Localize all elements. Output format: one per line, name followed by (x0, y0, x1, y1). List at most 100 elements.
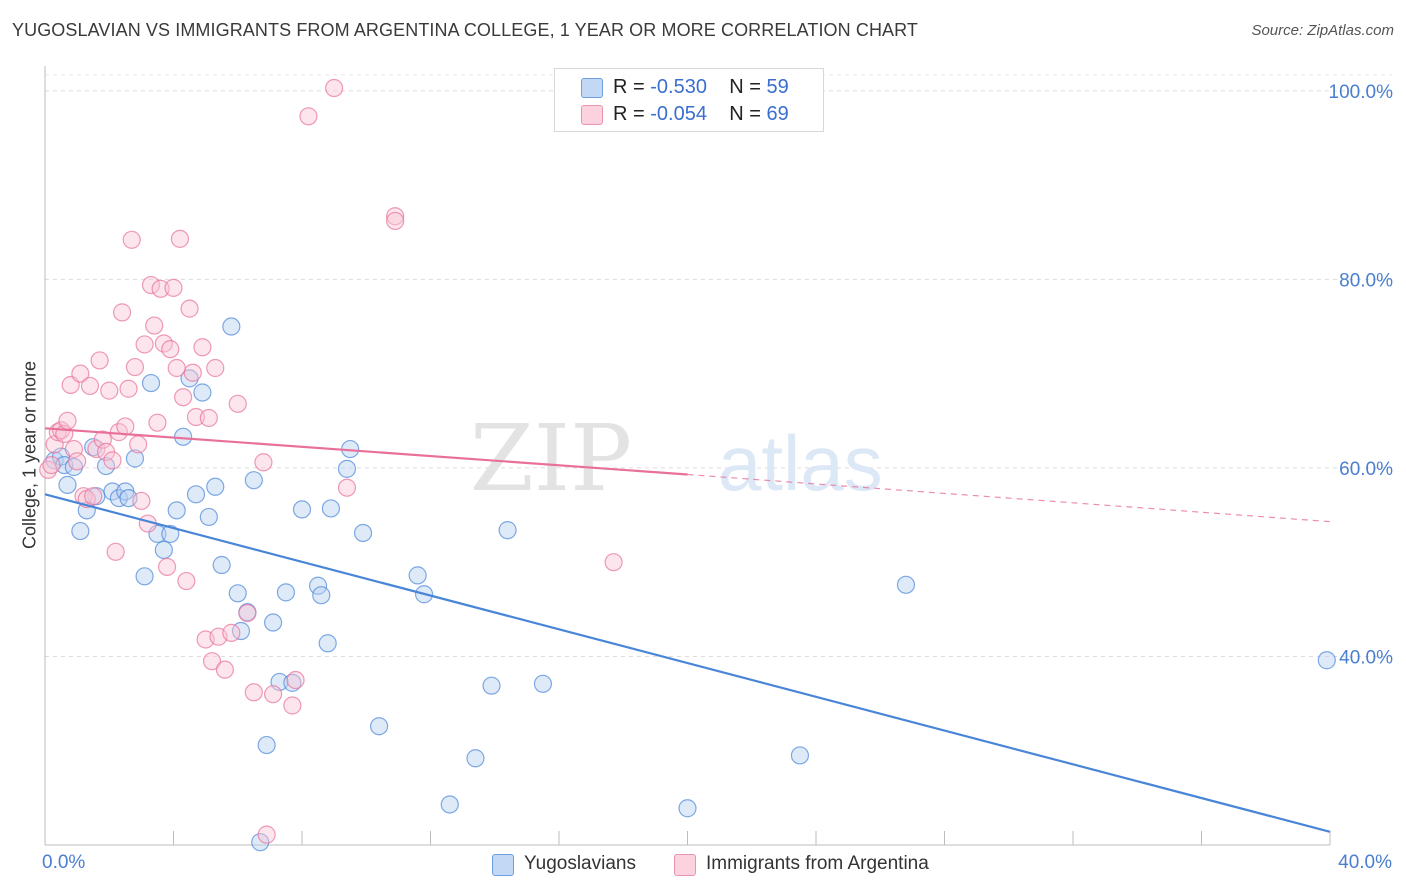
point-argentina (254, 453, 273, 472)
point-argentina (148, 413, 167, 432)
y-tick-label: 80.0% (1339, 270, 1393, 291)
point-argentina (177, 571, 196, 591)
point-yugoslavians (896, 575, 916, 594)
point-yugoslavians (678, 799, 697, 818)
point-argentina (186, 407, 206, 427)
series-legend: Yugoslavians Immigrants from Argentina (0, 852, 1406, 878)
legend-swatch-pink (581, 105, 603, 125)
point-yugoslavians (321, 499, 341, 518)
point-argentina (132, 491, 151, 511)
point-yugoslavians (440, 795, 459, 814)
point-yugoslavians (64, 457, 84, 477)
r-value: -0.530 (650, 76, 707, 98)
point-argentina (222, 623, 241, 642)
point-yugoslavians (167, 501, 186, 520)
point-yugoslavians (533, 674, 553, 693)
point-yugoslavians (276, 583, 296, 602)
point-argentina (157, 557, 177, 577)
y-axis-label: College, 1 year or more (19, 360, 40, 550)
y-tick-label: 100.0% (1329, 82, 1394, 103)
data-points (39, 78, 1336, 852)
point-argentina (325, 78, 344, 98)
watermark-atlas: atlas (718, 419, 883, 507)
source-credit: Source: ZipAtlas.com (1251, 22, 1394, 39)
point-argentina (58, 411, 77, 430)
point-argentina (164, 278, 183, 297)
point-argentina (135, 335, 154, 354)
point-yugoslavians (283, 673, 302, 692)
point-yugoslavians (292, 500, 312, 519)
legend-swatch-blue (581, 78, 603, 98)
point-argentina (103, 451, 122, 470)
point-yugoslavians (199, 507, 218, 527)
point-yugoslavians (790, 746, 810, 765)
point-yugoslavians (244, 471, 263, 490)
point-argentina (122, 230, 141, 249)
point-argentina (215, 660, 234, 679)
point-yugoslavians (135, 567, 154, 586)
point-argentina (386, 211, 405, 231)
point-argentina (145, 316, 164, 335)
point-yugoslavians (370, 717, 389, 736)
point-argentina (119, 379, 138, 398)
point-argentina (100, 381, 119, 400)
r-label: R = (613, 103, 651, 125)
point-argentina (68, 452, 87, 471)
x-tick-label-max: 40.0% (1338, 852, 1392, 873)
point-argentina (141, 275, 161, 295)
axes (44, 66, 1331, 846)
n-label: N = (729, 103, 767, 125)
point-yugoslavians (161, 524, 180, 544)
point-argentina (244, 683, 263, 702)
y-tick-label: 60.0% (1339, 459, 1393, 480)
point-argentina (112, 303, 132, 322)
point-yugoslavians (228, 584, 247, 603)
point-argentina (180, 299, 199, 318)
y-tick-label: 40.0% (1339, 647, 1393, 668)
point-yugoslavians (103, 482, 122, 501)
point-argentina (257, 825, 276, 844)
n-label: N = (729, 76, 767, 98)
point-argentina (193, 338, 212, 357)
point-argentina (202, 652, 222, 671)
point-yugoslavians (263, 613, 283, 632)
n-value: 69 (766, 103, 789, 125)
legend-label: Immigrants from Argentina (706, 853, 929, 874)
point-yugoslavians (125, 449, 145, 468)
r-value: -0.054 (650, 103, 707, 125)
trend-lines (44, 427, 1331, 833)
point-yugoslavians (109, 488, 128, 508)
point-argentina (199, 408, 218, 428)
n-value: 59 (766, 76, 789, 98)
point-yugoslavians (1317, 651, 1336, 670)
point-yugoslavians (498, 521, 517, 540)
point-argentina (84, 487, 103, 506)
watermark: ZIP atlas (470, 405, 883, 512)
point-argentina (151, 279, 170, 298)
point-argentina (604, 553, 623, 572)
point-argentina (116, 417, 135, 436)
point-argentina (71, 364, 90, 383)
point-yugoslavians (193, 383, 212, 402)
point-argentina (90, 351, 109, 370)
point-yugoslavians (251, 833, 270, 852)
correlation-legend: R = -0.530 N = 59 R = -0.054 N = 69 (554, 68, 824, 132)
point-argentina (386, 207, 405, 226)
point-argentina (106, 542, 125, 561)
point-argentina (129, 435, 148, 454)
point-yugoslavians (318, 634, 337, 653)
point-yugoslavians (337, 459, 357, 478)
point-yugoslavians (312, 586, 331, 605)
point-argentina (42, 455, 61, 475)
point-yugoslavians (71, 521, 90, 541)
point-argentina (228, 394, 247, 413)
point-argentina (263, 685, 283, 704)
point-yugoslavians (353, 523, 373, 543)
point-argentina (337, 478, 357, 497)
legend-swatch-blue (492, 854, 514, 876)
x-tick-label-min: 0.0% (42, 852, 86, 873)
point-yugoslavians (186, 485, 206, 504)
y-tick-labels: 40.0% 60.0% 80.0% 100.0% (1329, 82, 1394, 669)
point-yugoslavians (408, 566, 427, 585)
